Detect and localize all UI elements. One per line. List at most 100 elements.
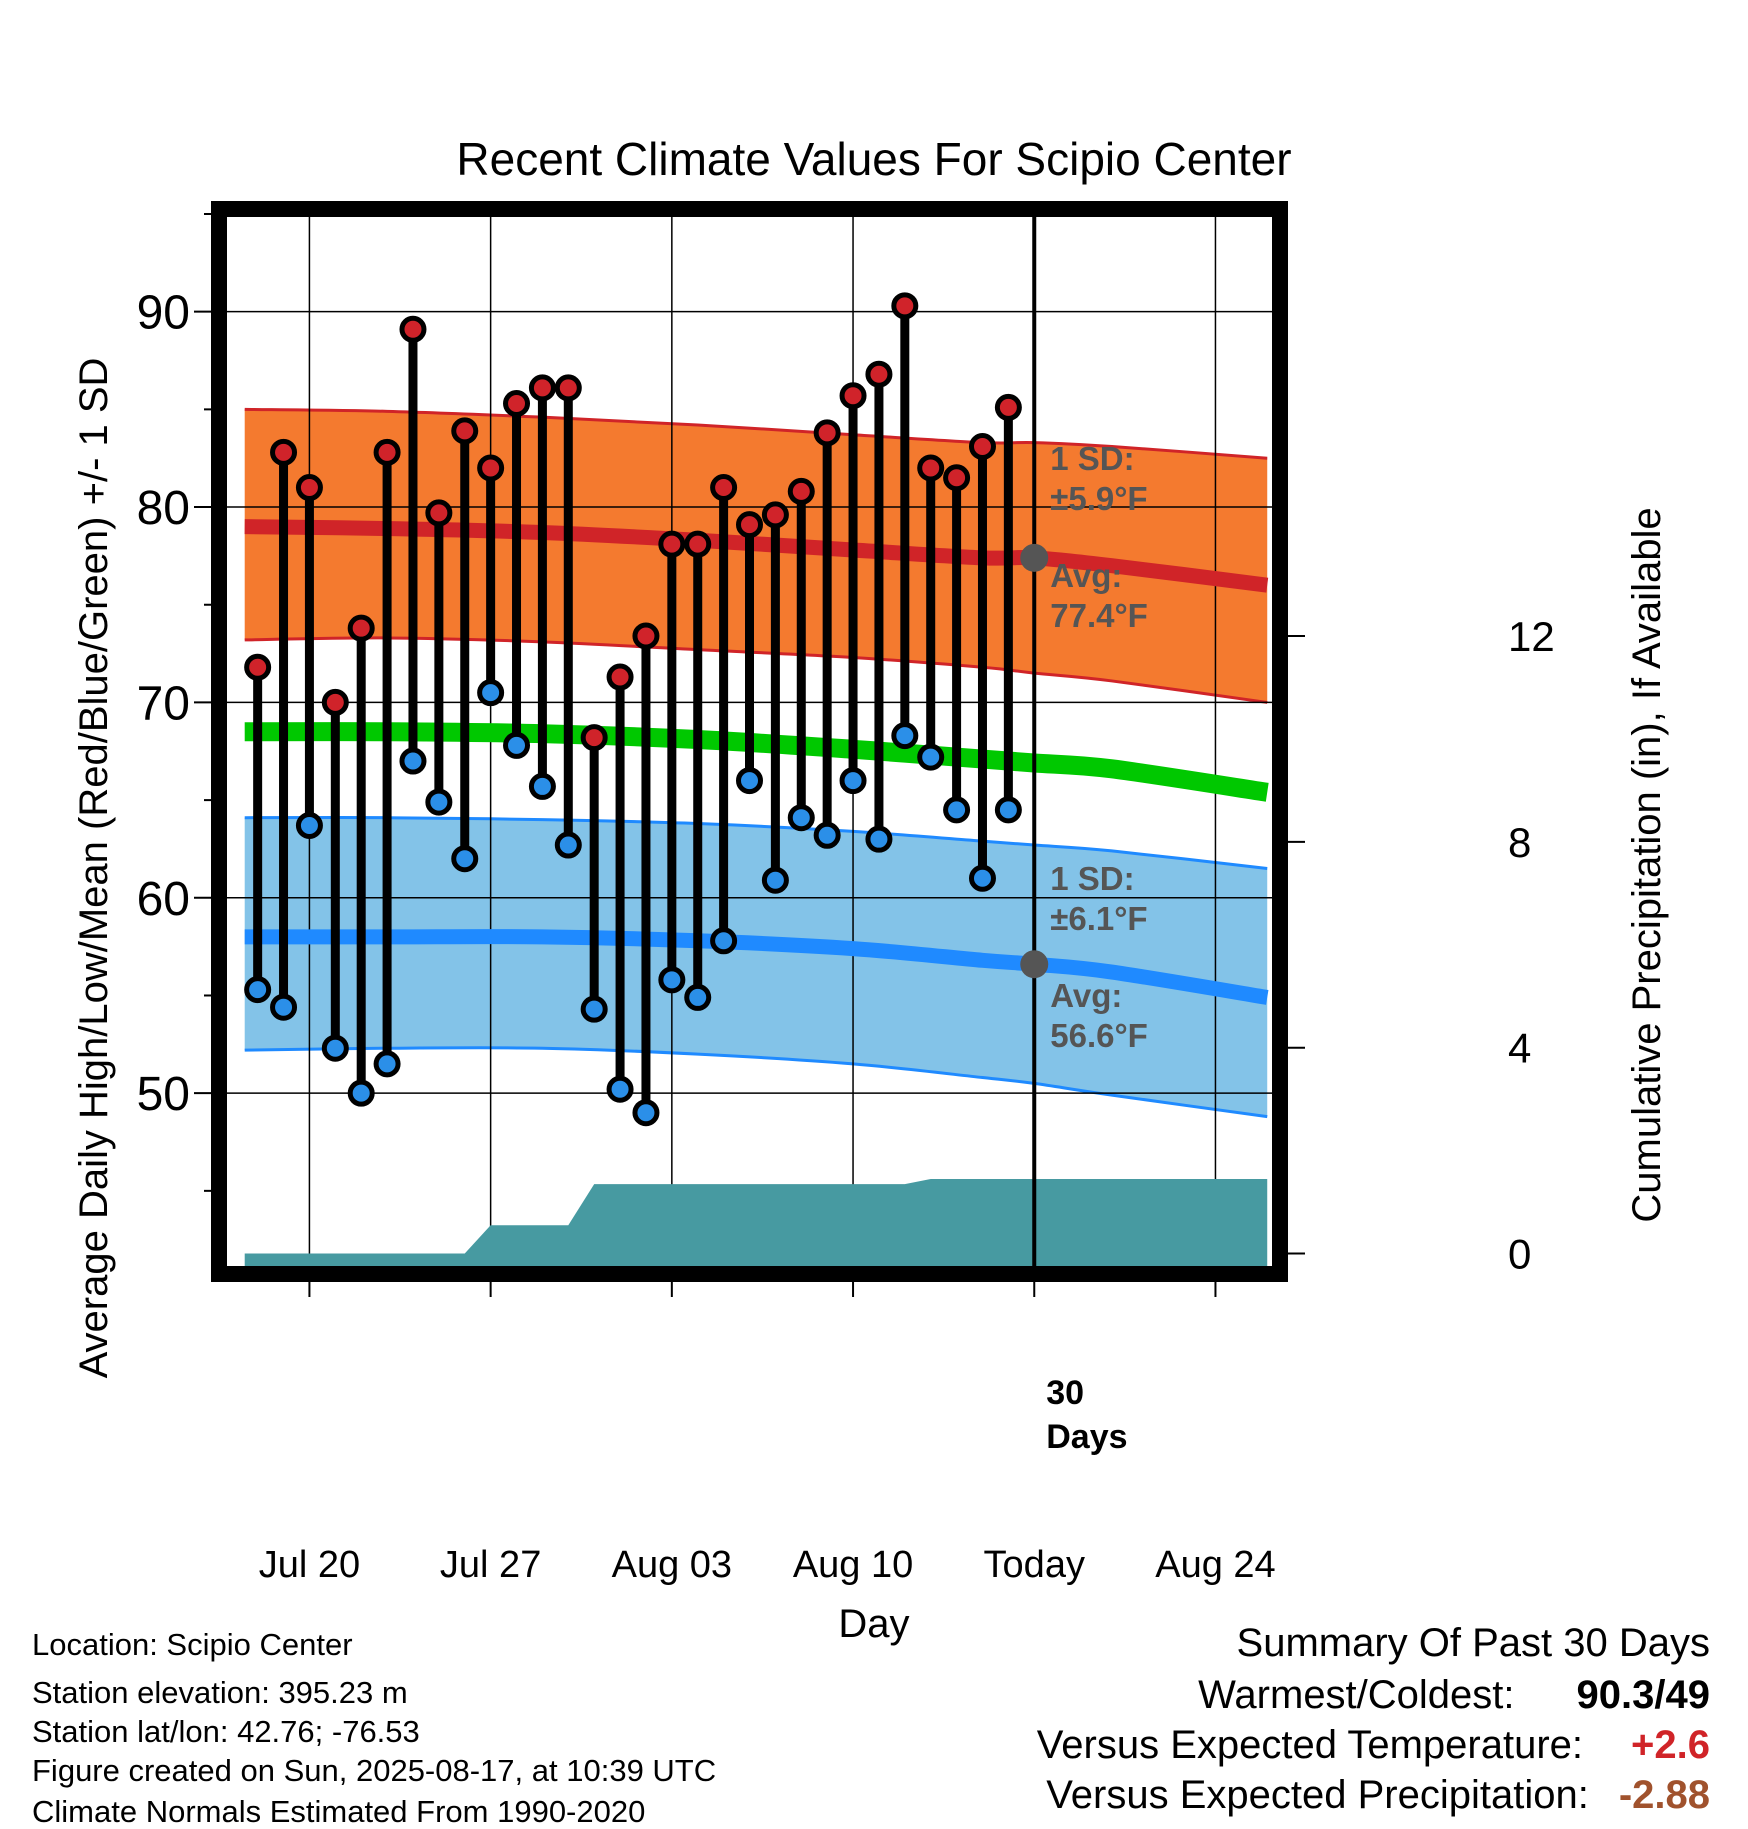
low-avg-marker xyxy=(1020,950,1049,979)
daily-low-point xyxy=(554,831,582,859)
warm-cold-label: Warmest/Coldest: xyxy=(1198,1673,1515,1717)
footer-elevation: Station elevation: 395.23 m xyxy=(32,1675,408,1710)
high-band-upper-edge xyxy=(244,407,1268,460)
footer-latlon: Station lat/lon: 42.76; -76.53 xyxy=(32,1714,420,1749)
daily-high-point xyxy=(373,438,401,466)
daily-low-point xyxy=(321,1034,349,1062)
high-normal-line xyxy=(244,519,1269,593)
daily-high-point xyxy=(580,724,608,752)
daily-low-point xyxy=(813,821,841,849)
high-avg-marker xyxy=(1020,543,1049,572)
daily-high-point xyxy=(839,382,867,410)
daily-low-point xyxy=(710,927,738,955)
daily-low-point xyxy=(761,866,789,894)
daily-high-point xyxy=(606,663,634,691)
temp-label: Versus Expected Temperature: xyxy=(1036,1723,1584,1767)
daily-high-point xyxy=(943,464,971,492)
summary-precipitation: Versus Expected Precipitation: -2.88 xyxy=(1046,1773,1710,1818)
daily-low-point xyxy=(865,825,893,853)
footer-normals: Climate Normals Estimated From 1990-2020 xyxy=(32,1794,646,1829)
daily-low-point xyxy=(528,772,556,800)
precip-label: Versus Expected Precipitation: xyxy=(1046,1773,1589,1817)
daily-low-point xyxy=(347,1079,375,1107)
daily-low-point xyxy=(968,864,996,892)
y2-tick-label: 0 xyxy=(1508,1231,1531,1278)
warm-cold-value: 90.3/49 xyxy=(1576,1673,1710,1717)
daily-high-point xyxy=(321,688,349,716)
daily-high-point xyxy=(270,438,298,466)
y2-axis-label: Cumulative Precipitation (in), If Availa… xyxy=(1625,507,1669,1222)
daily-high-point xyxy=(554,374,582,402)
daily-low-point xyxy=(917,743,945,771)
y2-tick-label: 4 xyxy=(1508,1025,1531,1072)
y-tick-label: 60 xyxy=(137,873,190,926)
daily-high-point xyxy=(658,530,686,558)
summary-temperature: Versus Expected Temperature: +2.6 xyxy=(1037,1723,1710,1768)
summary-title: Summary Of Past 30 Days xyxy=(1236,1621,1710,1665)
daily-low-point xyxy=(787,804,815,832)
precip-value: -2.88 xyxy=(1618,1773,1710,1817)
daily-high-point xyxy=(425,499,453,527)
daily-low-point xyxy=(632,1099,660,1127)
y-tick-label: 70 xyxy=(137,677,190,730)
daily-high-point xyxy=(865,360,893,388)
summary-warmest-coldest: Warmest/Coldest: 90.3/49 xyxy=(1198,1673,1710,1718)
normal-lines xyxy=(244,519,1269,1005)
y2-tick-label: 12 xyxy=(1508,613,1555,660)
daily-high-point xyxy=(503,390,531,418)
daily-high-point xyxy=(994,393,1022,421)
high-band-lower-edge xyxy=(244,636,1268,704)
x-tick-label: Aug 10 xyxy=(793,1544,913,1586)
mean-normal-line xyxy=(244,722,1269,802)
temp-value: +2.6 xyxy=(1631,1723,1710,1767)
daily-low-point xyxy=(943,796,971,824)
y-tick-label: 50 xyxy=(137,1068,190,1121)
daily-high-point xyxy=(684,530,712,558)
low-band-upper-edge xyxy=(244,816,1268,870)
footer-created: Figure created on Sun, 2025-08-17, at 10… xyxy=(32,1753,717,1788)
x-tick-label: Aug 03 xyxy=(612,1544,732,1586)
daily-low-point xyxy=(839,767,867,795)
daily-high-point xyxy=(295,474,323,502)
daily-high-point xyxy=(917,454,945,482)
daily-low-point xyxy=(244,976,272,1004)
daily-high-point xyxy=(968,432,996,460)
daily-low-point xyxy=(891,722,919,750)
grid-lines xyxy=(224,214,1275,1269)
low-avg-annotation: Avg: 56.6°F xyxy=(1050,977,1148,1054)
plot-frame xyxy=(211,201,1288,1282)
daily-high-point xyxy=(347,614,375,642)
chart-title: Recent Climate Values For Scipio Center xyxy=(456,133,1291,185)
daily-low-point xyxy=(503,731,531,759)
daily-low-point xyxy=(451,845,479,873)
daily-low-point xyxy=(399,747,427,775)
daily-high-point xyxy=(761,501,789,529)
low-sd-band xyxy=(244,817,1268,1117)
x-tick-label: Jul 20 xyxy=(259,1544,360,1586)
daily-high-point xyxy=(528,374,556,402)
y-tick-label: 90 xyxy=(137,287,190,340)
x-tick-label: Aug 24 xyxy=(1155,1544,1275,1586)
daily-low-point xyxy=(425,788,453,816)
x-axis-label: Day xyxy=(838,1602,909,1646)
daily-high-point xyxy=(891,292,919,320)
daily-high-point xyxy=(399,315,427,343)
daily-high-point xyxy=(477,454,505,482)
annotations: 1 SD: ±5.9°F Avg: 77.4°F 1 SD: ±6.1°F Avg: 56.6… xyxy=(1020,440,1148,1456)
daily-bars xyxy=(244,292,1022,1127)
daily-high-point xyxy=(787,477,815,505)
y-tick-label: 80 xyxy=(137,482,190,535)
high-avg-annotation: Avg: 77.4°F xyxy=(1050,557,1148,634)
daily-low-point xyxy=(580,995,608,1023)
low-band-lower-edge xyxy=(244,1046,1268,1119)
precip-cumulative-area xyxy=(244,1178,1268,1269)
y2-tick-label: 8 xyxy=(1508,819,1531,866)
daily-high-point xyxy=(632,622,660,650)
x-tick-label: Today xyxy=(984,1544,1085,1586)
daily-low-point xyxy=(606,1075,634,1103)
daily-high-point xyxy=(451,417,479,445)
daily-low-point xyxy=(736,767,763,795)
daily-low-point xyxy=(994,796,1022,824)
x-tick-label: Jul 27 xyxy=(440,1544,541,1586)
